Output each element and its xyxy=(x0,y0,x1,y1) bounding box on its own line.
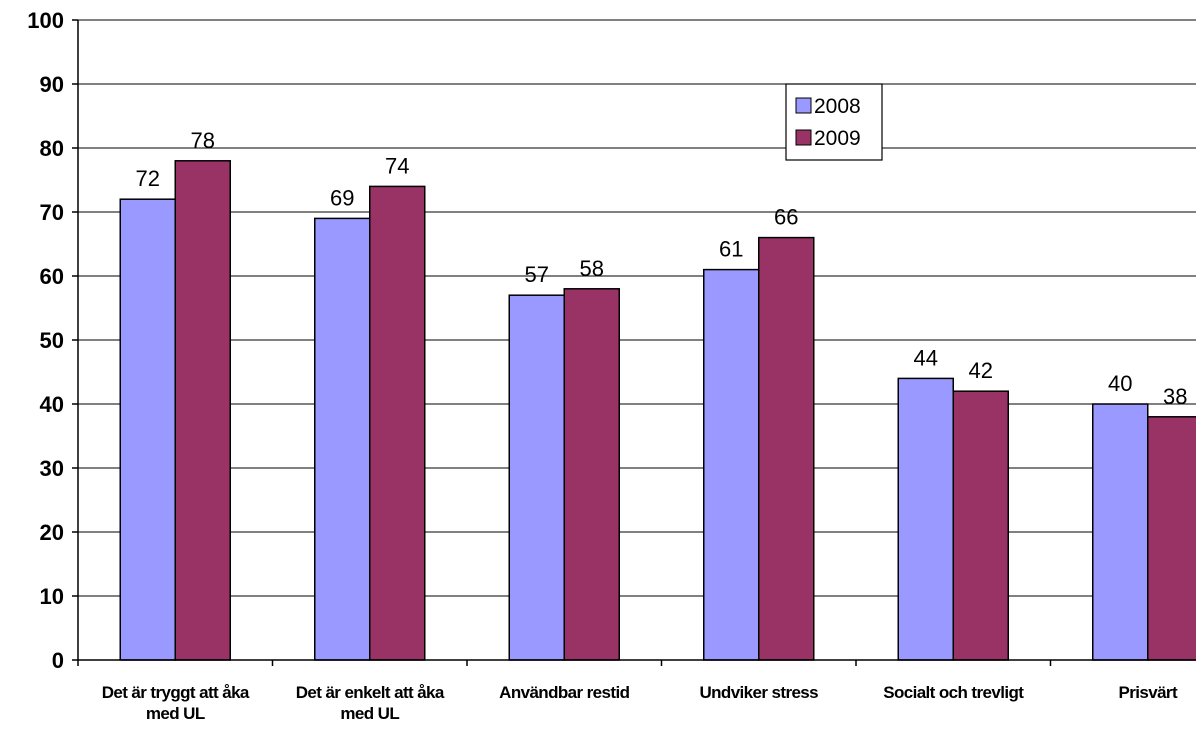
axes xyxy=(72,19,1196,666)
bar-2008 xyxy=(119,198,176,661)
legend: 2008 2009 xyxy=(785,83,883,161)
bar-2008 xyxy=(508,294,565,661)
data-label-2008: 44 xyxy=(914,345,938,370)
bar-2008 xyxy=(897,377,954,661)
data-label-2008: 69 xyxy=(330,185,354,210)
data-label-2009: 66 xyxy=(774,205,798,230)
y-tick-label: 40 xyxy=(40,392,64,417)
category-label: Det är enkelt att åka med UL xyxy=(296,683,445,723)
bar-2009 xyxy=(369,185,426,661)
data-label-2008: 57 xyxy=(525,262,549,287)
y-tick-label: 60 xyxy=(40,264,64,289)
data-label-2009: 38 xyxy=(1163,384,1187,409)
y-tick-label: 100 xyxy=(27,8,64,33)
y-tick-label: 70 xyxy=(40,200,64,225)
gridlines xyxy=(78,19,1196,597)
category-label: Socialt och trevligt xyxy=(883,683,1024,702)
bar-2009 xyxy=(174,160,231,661)
y-tick-label: 90 xyxy=(40,72,64,97)
y-tick-label: 10 xyxy=(40,584,64,609)
data-label-2009: 78 xyxy=(191,128,215,153)
legend-swatch-2008 xyxy=(795,97,812,114)
y-tick-label: 50 xyxy=(40,328,64,353)
category-label: Användbar restid xyxy=(499,683,629,702)
legend-box xyxy=(785,83,883,161)
bar-2008 xyxy=(1092,403,1149,661)
bars xyxy=(119,160,1196,661)
category-labels: Det är tryggt att åka med UL Det är enkelt… xyxy=(102,683,1179,723)
legend-swatch-2009 xyxy=(795,129,812,146)
bar-2009 xyxy=(1147,416,1196,661)
data-label-2009: 42 xyxy=(969,358,993,383)
y-tick-label: 30 xyxy=(40,456,64,481)
data-label-2008: 72 xyxy=(136,166,160,191)
category-label: Det är tryggt att åka med UL xyxy=(102,683,250,723)
legend-entry-2008: 2008 xyxy=(814,95,861,118)
data-label-2008: 40 xyxy=(1108,371,1132,396)
y-axis-ticks: 0 10 20 30 40 50 60 70 80 90 100 xyxy=(27,8,64,673)
data-label-2008: 61 xyxy=(719,237,743,262)
y-tick-label: 80 xyxy=(40,136,64,161)
legend-entry-2009: 2009 xyxy=(814,127,861,150)
data-label-2009: 58 xyxy=(580,256,604,281)
bar-2008 xyxy=(703,268,760,661)
bar-2009 xyxy=(952,390,1009,661)
y-tick-label: 20 xyxy=(40,520,64,545)
bar-2009 xyxy=(758,236,815,661)
category-label: Undviker stress xyxy=(699,683,818,702)
data-labels: 72 69 57 61 44 40 78 74 58 66 42 38 xyxy=(136,128,1188,409)
bar-2009 xyxy=(563,288,620,661)
bar-2008 xyxy=(314,217,371,661)
data-label-2009: 74 xyxy=(385,153,409,178)
y-tick-label: 0 xyxy=(52,648,64,673)
category-label: Prisvärt xyxy=(1118,683,1177,702)
